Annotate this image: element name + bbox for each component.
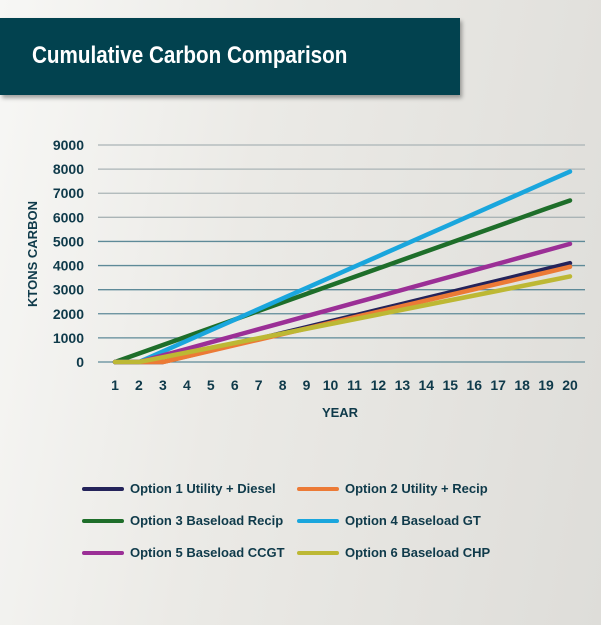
legend-label: Option 2 Utility + Recip: [345, 481, 488, 496]
x-tick-label: 6: [231, 377, 239, 393]
x-tick-label: 7: [255, 377, 263, 393]
x-tick-label: 13: [395, 377, 411, 393]
legend-label: Option 5 Baseload CCGT: [130, 545, 285, 560]
legend-item-5: Option 5 Baseload CCGT: [82, 545, 285, 560]
y-tick-label: 5000: [53, 233, 84, 249]
legend-swatch: [82, 486, 124, 491]
title-banner: Cumulative Carbon Comparison: [0, 18, 460, 95]
legend-item-3: Option 3 Baseload Recip: [82, 513, 283, 528]
y-tick-label: 3000: [53, 282, 84, 298]
legend-swatch: [297, 486, 339, 491]
legend-swatch: [297, 550, 339, 555]
legend-item-1: Option 1 Utility + Diesel: [82, 481, 276, 496]
x-tick-label: 4: [183, 377, 191, 393]
y-tick-label: 2000: [53, 306, 84, 322]
x-axis-label: YEAR: [322, 405, 359, 420]
series-line-3: [112, 198, 573, 365]
x-tick-label: 17: [490, 377, 506, 393]
x-tick-label: 9: [303, 377, 311, 393]
chart-title: Cumulative Carbon Comparison: [32, 42, 348, 69]
series-line-4: [112, 169, 573, 365]
legend-label: Option 1 Utility + Diesel: [130, 481, 276, 496]
legend-item-6: Option 6 Baseload CHP: [297, 545, 490, 560]
legend-label: Option 4 Baseload GT: [345, 513, 481, 528]
legend-swatch: [297, 518, 339, 523]
x-tick-label: 10: [323, 377, 339, 393]
legend-label: Option 6 Baseload CHP: [345, 545, 491, 560]
y-axis-label: KTONS CARBON: [25, 201, 40, 307]
legend-item-2: Option 2 Utility + Recip: [297, 481, 488, 496]
x-tick-label: 5: [207, 377, 215, 393]
x-tick-label: 19: [538, 377, 554, 393]
x-tick-label: 12: [371, 377, 387, 393]
legend-swatch: [82, 550, 124, 555]
x-tick-label: 1: [111, 377, 119, 393]
y-tick-label: 0: [76, 354, 84, 370]
y-tick-label: 8000: [53, 161, 84, 177]
x-tick-label: 16: [466, 377, 482, 393]
x-tick-label: 15: [442, 377, 458, 393]
series-line-6: [112, 274, 573, 365]
legend-label: Option 3 Baseload Recip: [130, 513, 284, 528]
x-tick-label: 3: [159, 377, 167, 393]
y-tick-label: 9000: [53, 137, 84, 153]
series-line-5: [112, 241, 573, 365]
y-tick-label: 6000: [53, 209, 84, 225]
legend-item-4: Option 4 Baseload GT: [297, 513, 481, 528]
y-tick-label: 7000: [53, 185, 84, 201]
x-tick-label: 11: [347, 377, 362, 393]
x-tick-label: 8: [279, 377, 287, 393]
series-line-1: [112, 260, 573, 365]
x-tick-label: 2: [135, 377, 143, 393]
x-tick-label: 18: [514, 377, 530, 393]
legend-swatch: [82, 518, 124, 523]
y-tick-label: 4000: [53, 258, 84, 274]
x-tick-label: 14: [419, 377, 435, 393]
y-tick-label: 1000: [53, 330, 84, 346]
x-tick-label: 20: [562, 377, 578, 393]
